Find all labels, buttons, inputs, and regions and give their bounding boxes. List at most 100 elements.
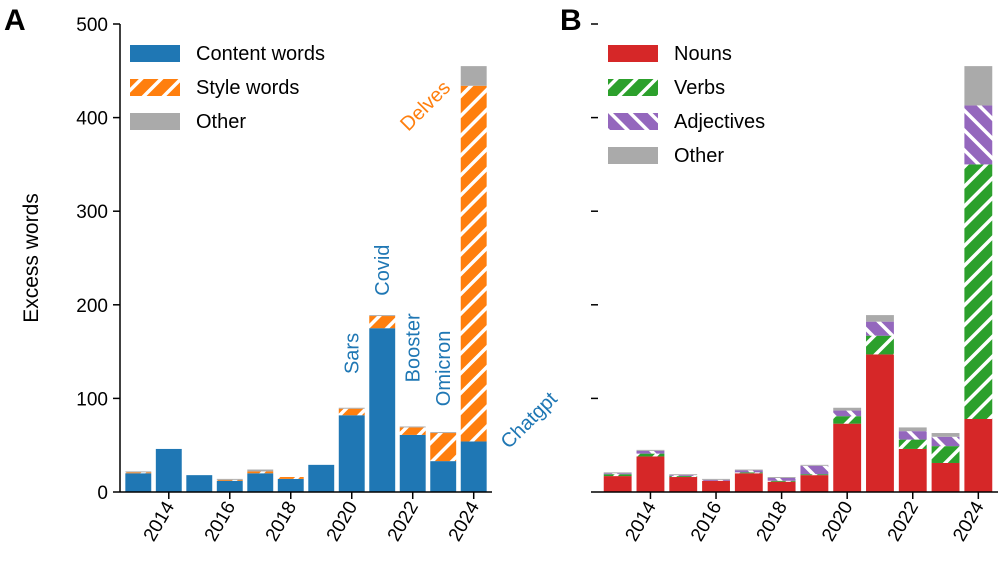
bar-segment xyxy=(931,436,960,447)
bar-segment xyxy=(866,354,894,492)
y-tick-label: 100 xyxy=(76,389,108,410)
x-tick-label: 2016 xyxy=(201,498,240,545)
bar-segment xyxy=(369,316,396,329)
bar-segment xyxy=(338,408,365,416)
bar-segment xyxy=(669,476,698,478)
bar-segment xyxy=(216,479,243,481)
x-tick-label: 2024 xyxy=(445,498,485,545)
bar-segment xyxy=(460,85,487,442)
bar-segment xyxy=(247,471,274,474)
bar-segment xyxy=(669,474,698,476)
bar-segment xyxy=(603,476,632,492)
bar-segment xyxy=(155,448,182,492)
annotation: Covid xyxy=(372,245,394,296)
bar-segment xyxy=(247,473,274,492)
bar-segment xyxy=(702,480,730,492)
bar-segment xyxy=(964,105,993,165)
annotation: Delves xyxy=(396,77,455,136)
x-tick-label: 2024 xyxy=(949,498,989,545)
bar-segment xyxy=(767,481,796,492)
bar-segment xyxy=(430,432,457,434)
bar-segment xyxy=(277,478,304,492)
bar-segment xyxy=(669,477,698,492)
bar-segment xyxy=(216,480,243,492)
bar-segment xyxy=(931,462,960,492)
bar-segment xyxy=(833,416,862,424)
bar-segment xyxy=(603,472,632,474)
bar-segment xyxy=(399,427,426,435)
bar-segment xyxy=(399,426,426,428)
panel: B 2014 2016 2018 2020 2022 2024 Nouns Verbs Adjec… xyxy=(560,4,998,545)
y-axis-label: Excess words xyxy=(20,193,43,323)
bar-segment xyxy=(734,473,763,492)
legend-label: Adjectives xyxy=(674,111,765,133)
legend-swatch xyxy=(608,45,658,62)
annotation: Chatgpt xyxy=(497,388,562,453)
y-tick-label: 300 xyxy=(76,202,108,223)
legend-swatch xyxy=(130,45,180,62)
bar-segment xyxy=(216,478,243,480)
x-tick-label: 2018 xyxy=(753,498,792,545)
bar-segment xyxy=(125,473,152,492)
bar-segment xyxy=(866,315,894,322)
bar-segment xyxy=(186,475,213,492)
legend-label: Other xyxy=(196,111,246,133)
bar-segment xyxy=(964,66,993,106)
x-tick-label: 2020 xyxy=(323,498,362,545)
bar-segment xyxy=(338,407,365,409)
x-tick-label: 2014 xyxy=(621,498,661,545)
legend-swatch xyxy=(608,113,658,130)
legend-label: Other xyxy=(674,145,724,167)
bar-segment xyxy=(964,418,993,492)
legend-label: Nouns xyxy=(674,43,732,65)
panel-label: A xyxy=(4,4,26,37)
bar-segment xyxy=(277,477,304,479)
bar-segment xyxy=(833,407,862,411)
legend-swatch xyxy=(608,147,658,164)
bar-segment xyxy=(603,473,632,475)
bar-segment xyxy=(800,464,829,466)
bar-segment xyxy=(800,474,829,476)
bar-segment xyxy=(866,335,894,355)
bar-segment xyxy=(460,66,487,86)
bar-segment xyxy=(603,474,632,477)
bar-segment xyxy=(734,470,763,473)
bar-segment xyxy=(931,433,960,437)
x-tick-label: 2020 xyxy=(818,498,857,545)
bar-segment xyxy=(338,415,365,492)
bar-segment xyxy=(898,427,927,432)
annotation: Omicron xyxy=(433,331,455,407)
bar-segment xyxy=(702,478,730,480)
legend-swatch xyxy=(608,79,658,96)
bar-segment xyxy=(636,456,665,492)
bar-segment xyxy=(734,469,763,471)
y-tick-label: 500 xyxy=(76,15,108,36)
y-tick-label: 200 xyxy=(76,296,108,317)
bar-segment xyxy=(308,464,335,492)
x-tick-label: 2022 xyxy=(884,498,923,545)
panel: A Excess words 0 100 200 300 400 500 2014 2016 201… xyxy=(4,4,562,545)
bar-segment xyxy=(430,433,457,462)
bar-segment xyxy=(247,469,274,472)
x-tick-label: 2014 xyxy=(140,498,180,545)
bar-segment xyxy=(636,450,665,454)
bar-segment xyxy=(833,410,862,417)
legend-swatch xyxy=(130,113,180,130)
bar-segment xyxy=(800,475,829,492)
annotation: Sars xyxy=(342,333,364,374)
legend-label: Style words xyxy=(196,77,299,99)
annotation: Booster xyxy=(403,313,425,382)
bar-segment xyxy=(964,164,993,419)
bar-segment xyxy=(125,471,152,473)
bar-segment xyxy=(430,461,457,492)
bar-segment xyxy=(669,475,698,477)
bar-segment xyxy=(460,441,487,492)
bar-segment xyxy=(734,472,763,474)
bar-segment xyxy=(833,423,862,492)
bar-segment xyxy=(636,453,665,457)
y-tick-label: 400 xyxy=(76,109,108,130)
legend-label: Content words xyxy=(196,43,325,65)
bar-segment xyxy=(800,465,829,475)
bar-segment xyxy=(898,439,927,449)
